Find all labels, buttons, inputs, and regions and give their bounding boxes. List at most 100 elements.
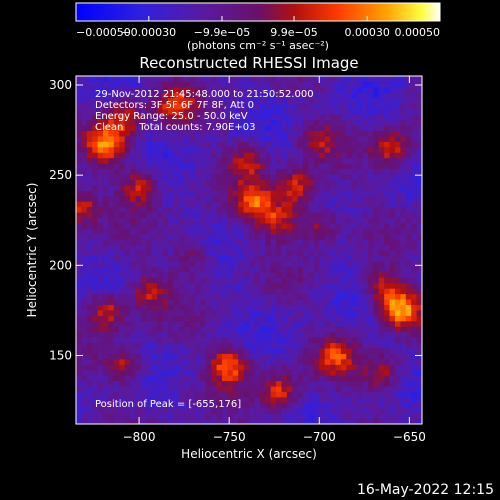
heatmap-cell	[319, 190, 326, 197]
heatmap-cell	[76, 260, 83, 267]
heatmap-cell	[103, 402, 110, 409]
heatmap-cell	[346, 396, 353, 403]
heatmap-cell	[297, 114, 304, 121]
x-axis-label: Heliocentric X (arcsec)	[181, 447, 317, 461]
heatmap-cell	[378, 124, 385, 131]
heatmap-cell	[140, 146, 147, 153]
heatmap-cell	[308, 233, 315, 240]
heatmap-cell	[140, 108, 147, 115]
heatmap-cell	[378, 184, 385, 191]
heatmap-cell	[86, 244, 93, 251]
heatmap-cell	[340, 320, 347, 327]
heatmap-cell	[416, 277, 422, 284]
heatmap-cell	[394, 315, 401, 322]
heatmap-cell	[167, 239, 174, 246]
heatmap-cell	[178, 195, 185, 202]
heatmap-cell	[394, 92, 401, 99]
heatmap-cell	[103, 217, 110, 224]
heatmap-cell	[140, 222, 147, 229]
heatmap-cell	[140, 130, 147, 137]
heatmap-cell	[384, 103, 391, 110]
heatmap-cell	[108, 413, 115, 420]
heatmap-cell	[173, 239, 180, 246]
heatmap-cell	[146, 353, 153, 360]
heatmap-cell	[211, 81, 218, 88]
heatmap-cell	[135, 391, 142, 398]
heatmap-cell	[362, 163, 369, 170]
heatmap-cell	[221, 114, 228, 121]
heatmap-cell	[86, 222, 93, 229]
heatmap-cell	[124, 114, 131, 121]
heatmap-cell	[76, 184, 83, 191]
heatmap-cell	[308, 391, 315, 398]
heatmap-cell	[124, 146, 131, 153]
heatmap-cell	[238, 271, 245, 278]
heatmap-cell	[232, 86, 239, 93]
heatmap-cell	[151, 337, 158, 344]
heatmap-cell	[340, 228, 347, 235]
heatmap-cell	[286, 114, 293, 121]
heatmap-cell	[108, 217, 115, 224]
heatmap-cell	[405, 353, 412, 360]
heatmap-cell	[205, 81, 212, 88]
heatmap-cell	[81, 201, 88, 208]
heatmap-cell	[340, 342, 347, 349]
heatmap-cell	[249, 103, 256, 110]
heatmap-cell	[211, 282, 218, 289]
heatmap-cell	[140, 255, 147, 262]
heatmap-cell	[178, 380, 185, 387]
heatmap-cell	[167, 97, 174, 104]
heatmap-cell	[270, 130, 277, 137]
heatmap-cell	[92, 228, 99, 235]
heatmap-cell	[173, 369, 180, 376]
heatmap-cell	[286, 396, 293, 403]
heatmap-cell	[200, 157, 207, 164]
heatmap-cell	[146, 342, 153, 349]
heatmap-cell	[227, 239, 234, 246]
heatmap-cell	[330, 119, 337, 126]
heatmap-cell	[221, 293, 228, 300]
heatmap-cell	[194, 233, 201, 240]
heatmap-cell	[81, 152, 88, 159]
heatmap-cell	[151, 211, 158, 218]
heatmap-cell	[173, 380, 180, 387]
heatmap-cell	[308, 103, 315, 110]
heatmap-cell	[238, 337, 245, 344]
heatmap-cell	[330, 86, 337, 93]
heatmap-cell	[335, 347, 342, 354]
heatmap-cell	[373, 173, 380, 180]
heatmap-cell	[400, 277, 407, 284]
heatmap-cell	[416, 81, 422, 88]
heatmap-cell	[157, 277, 164, 284]
heatmap-cell	[340, 375, 347, 382]
heatmap-cell	[205, 358, 212, 365]
heatmap-cell	[330, 195, 337, 202]
heatmap-cell	[189, 81, 196, 88]
heatmap-cell	[221, 173, 228, 180]
heatmap-cell	[157, 179, 164, 186]
heatmap-cell	[76, 103, 83, 110]
heatmap-cell	[178, 298, 185, 305]
heatmap-cell	[135, 211, 142, 218]
heatmap-cell	[194, 353, 201, 360]
heatmap-cell	[216, 157, 223, 164]
heatmap-cell	[92, 266, 99, 273]
heatmap-cell	[216, 190, 223, 197]
heatmap-cell	[216, 217, 223, 224]
heatmap-cell	[103, 141, 110, 148]
heatmap-cell	[292, 288, 299, 295]
heatmap-cell	[184, 103, 191, 110]
heatmap-cell	[124, 228, 131, 235]
heatmap-cell	[297, 163, 304, 170]
heatmap-cell	[384, 250, 391, 257]
heatmap-cell	[124, 244, 131, 251]
heatmap-cell	[367, 168, 374, 175]
heatmap-cell	[276, 320, 283, 327]
heatmap-cell	[405, 184, 412, 191]
heatmap-cell	[313, 76, 320, 83]
heatmap-cell	[281, 211, 288, 218]
heatmap-cell	[81, 168, 88, 175]
heatmap-cell	[227, 173, 234, 180]
heatmap-cell	[297, 184, 304, 191]
heatmap-cell	[157, 233, 164, 240]
